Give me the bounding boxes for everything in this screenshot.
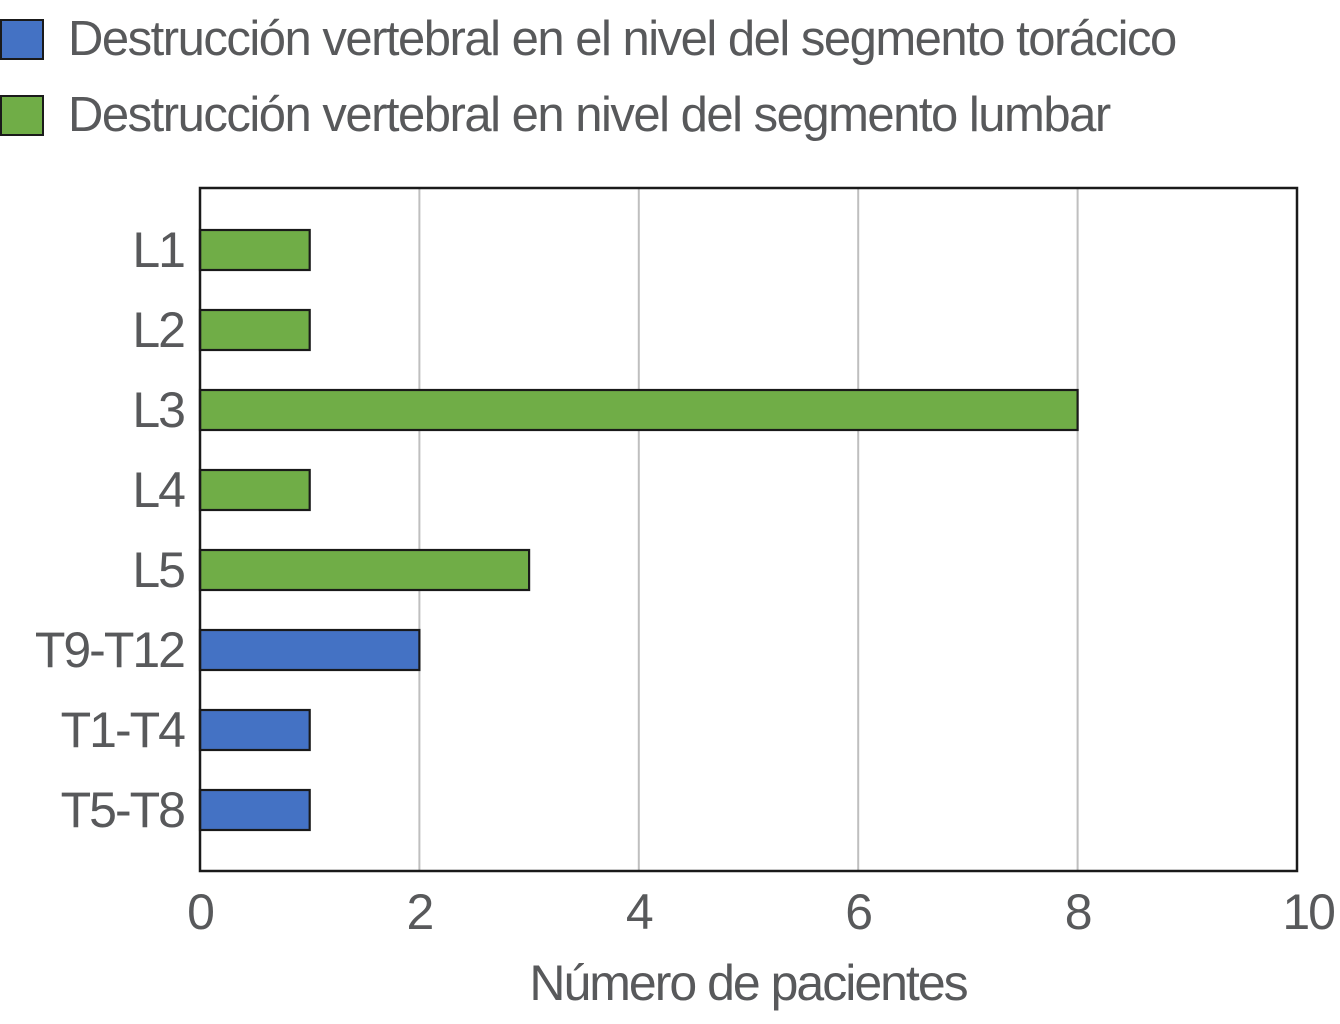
plot-frame [198,186,1299,873]
y-tick-labels: L1 L2 L3 L4 L5 T9-T12 T1-T4 T5-T8 [35,222,187,838]
y-tick-label-l5: L5 [132,542,184,598]
y-tick-label-t5-t8: T5-T8 [61,782,185,838]
legend: Destrucción vertebral en el nivel del se… [0,0,1340,160]
bar-t1-t4 [198,708,311,752]
x-tick-label-4: 4 [626,884,653,940]
bar-l3 [198,388,1079,432]
legend-item-lumbar: Destrucción vertebral en nivel del segme… [0,88,1111,142]
legend-swatch-lumbar [0,94,44,136]
y-tick-label-t9-t12: T9-T12 [35,622,184,678]
grid-lines [418,188,1079,871]
y-tick-label-l4: L4 [132,462,185,518]
y-tick-label-t1-t4: T1-T4 [61,702,186,758]
legend-swatch-thoracic [0,18,44,60]
x-axis-title: Número de pacientes [529,955,967,1011]
y-tick-label-l3: L3 [132,382,184,438]
bar-l1 [198,228,311,272]
x-tick-labels: 0 2 4 6 8 10 [187,884,1336,940]
legend-label-thoracic: Destrucción vertebral en el nivel del se… [68,12,1177,66]
x-tick-label-10: 10 [1282,884,1334,940]
legend-label-lumbar: Destrucción vertebral en nivel del segme… [68,88,1111,142]
bar-l4 [198,468,311,512]
x-tick-label-8: 8 [1065,884,1091,940]
x-tick-label-6: 6 [845,884,871,940]
x-tick-label-2: 2 [406,884,432,940]
legend-item-thoracic: Destrucción vertebral en el nivel del se… [0,12,1177,66]
bar-l5 [198,548,531,592]
bar-l2 [198,308,311,352]
y-tick-label-l1: L1 [132,222,184,278]
y-tick-label-l2: L2 [132,302,184,358]
bar-t9-t12 [198,628,421,672]
bars [198,228,1079,832]
x-tick-label-0: 0 [187,884,213,940]
bar-t5-t8 [198,788,311,832]
